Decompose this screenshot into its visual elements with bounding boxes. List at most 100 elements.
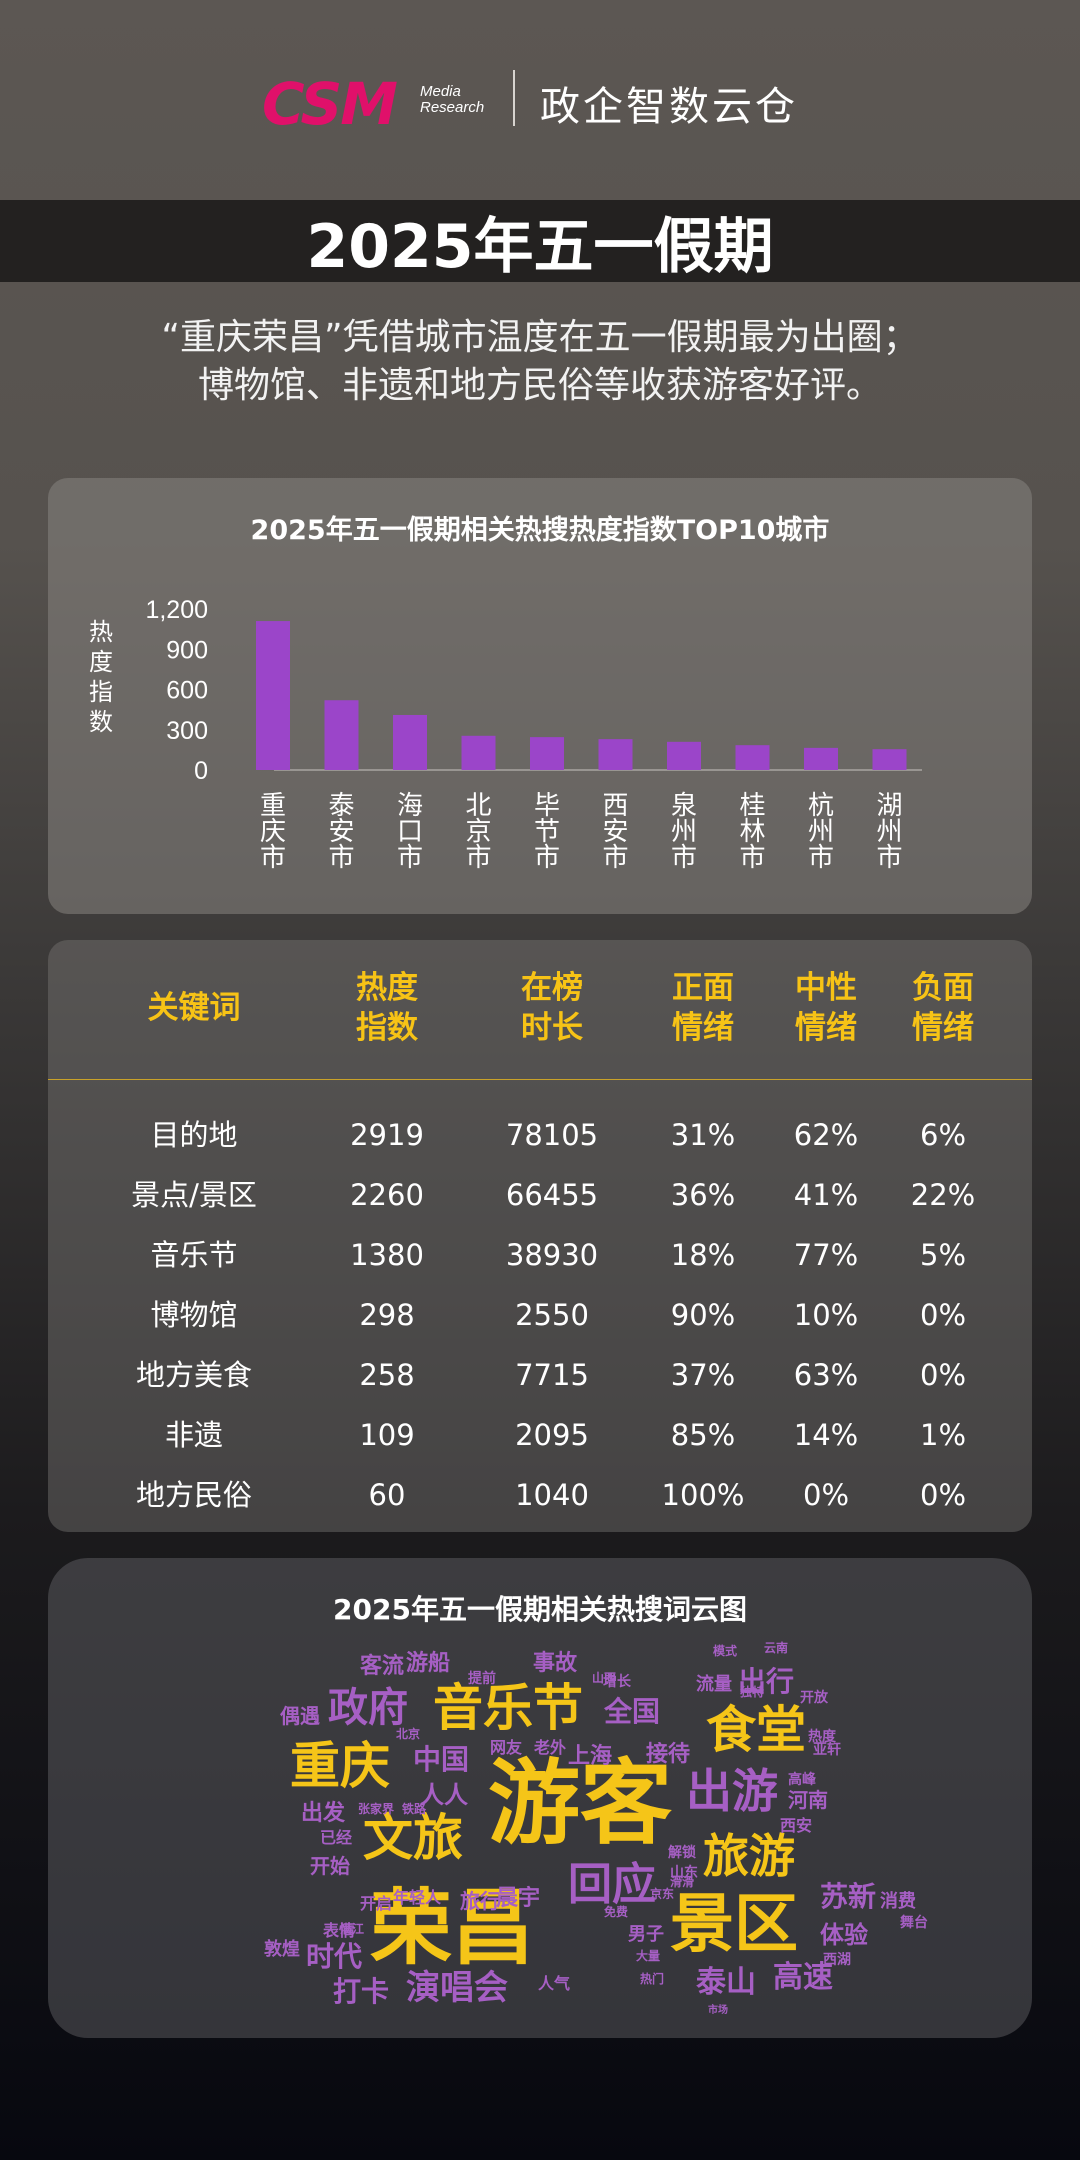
table-cell: 地方民俗 — [135, 1478, 253, 1512]
cloud-word: 山东 — [670, 1865, 698, 1881]
table-cell: 14% — [793, 1418, 859, 1452]
cloud-word: 已经 — [320, 1828, 353, 1847]
x-tick-label-char: 庆 — [260, 817, 286, 847]
bar — [804, 747, 838, 770]
x-tick-label-char: 桂 — [739, 791, 765, 821]
wordcloud: 游客 荣昌 景区 音乐节 重庆 食堂 文旅 旅游 出游 回应 政府 演唱会 泰山 高速 苏新 时代 打卡 全国 中国… — [48, 1558, 1032, 2038]
column-header: 正面 情绪 — [672, 968, 734, 1048]
keyword-table-card: 关键词 热度 指数 在榜 时长 正面 情绪 中性 情绪 负面 情绪 目的地 2919 78105 31% 6… — [48, 940, 1032, 1532]
logo-sub-research: Research — [420, 99, 485, 116]
x-tick-label-char: 州 — [808, 817, 834, 847]
y-tick-label: 300 — [166, 717, 208, 745]
table-cell: 31% — [670, 1118, 736, 1152]
table-cell: 博物馆 — [150, 1298, 238, 1332]
table-cell: 109 — [359, 1418, 415, 1452]
bar — [461, 735, 496, 770]
table-cell: 78105 — [505, 1118, 599, 1152]
cloud-word: 食堂 — [706, 1701, 806, 1759]
table-cell: 41% — [793, 1178, 859, 1212]
table-header: 关键词 热度 指数 在榜 时长 正面 情绪 中性 情绪 负面 情绪 — [48, 940, 1032, 1080]
y-axis-label-char: 度 — [89, 648, 113, 676]
cloud-word: 旅游 — [703, 1829, 795, 1883]
cloud-word: 高峰 — [788, 1772, 816, 1788]
table-cell: 2550 — [515, 1298, 589, 1332]
column-header-line: 在榜 — [521, 970, 583, 1006]
cloud-word: 苏新 — [820, 1880, 877, 1913]
cloud-word: 游客 — [488, 1750, 673, 1857]
cloud-word: 热门 — [640, 1972, 665, 1986]
x-tick-label: 重庆市 — [260, 791, 286, 873]
cloud-word: 京东 — [650, 1887, 675, 1901]
brand-title: 政企智数云仓 — [540, 84, 798, 130]
x-tick-label: 西安市 — [602, 791, 628, 873]
x-tick-label: 杭州市 — [808, 791, 834, 873]
x-tick-label: 湖州市 — [876, 791, 902, 873]
cloud-word: 泰山 — [696, 1965, 756, 2000]
x-tick-label-char: 杭 — [808, 791, 834, 821]
cloud-word: 表情 — [323, 1921, 356, 1940]
y-tick-label: 0 — [194, 757, 208, 785]
column-header: 负面 情绪 — [912, 968, 974, 1048]
x-tick-label: 北京市 — [465, 791, 491, 873]
column-header-line: 正面 — [672, 970, 734, 1006]
table-cell: 37% — [670, 1358, 736, 1392]
cloud-word: 云南 — [764, 1641, 789, 1655]
column-header-line: 关键词 — [147, 990, 241, 1026]
cloud-word: 满江 — [340, 1922, 365, 1936]
table-cell: 60 — [368, 1478, 406, 1512]
bar — [667, 741, 701, 770]
table-cell: 6% — [919, 1118, 967, 1152]
cloud-word: 游船 — [406, 1651, 451, 1676]
x-tick-label: 桂林市 — [739, 791, 765, 873]
x-tick-label-char: 西 — [602, 791, 628, 821]
cloud-word: 体验 — [820, 1921, 868, 1949]
cloud-word: 事故 — [533, 1651, 578, 1676]
table-cell: 1040 — [515, 1478, 589, 1512]
csm-logo-subtitle: Media Research — [420, 84, 484, 116]
cloud-word: 解锁 — [668, 1845, 696, 1861]
y-tick-label: 600 — [166, 677, 208, 705]
table-cell: 85% — [670, 1418, 736, 1452]
chart-card: 2025年五一假期相关热搜热度指数TOP10城市 热度指数 0 300 600 900 1… — [48, 478, 1032, 914]
table-cell: 258 — [359, 1358, 415, 1392]
table-row: 目的地 2919 78105 31% 62% 6% — [48, 1105, 1032, 1165]
table-cell: 2260 — [350, 1178, 424, 1212]
cloud-word: 全国 — [604, 1695, 661, 1728]
x-tick-label-char: 重 — [260, 791, 286, 821]
summary-text: “重庆荣昌”凭借城市温度在五一假期最为出圈； 博物馆、非遗和地方民俗等收获游客好… — [0, 314, 1080, 410]
bar — [393, 714, 427, 770]
column-header-line: 时长 — [521, 1010, 583, 1046]
table-cell: 1380 — [350, 1238, 424, 1272]
column-header: 中性 情绪 — [795, 968, 857, 1048]
y-tick-label: 1,200 — [145, 596, 208, 624]
cloud-word: 上海 — [568, 1744, 613, 1769]
x-tick-label-char: 海 — [397, 791, 423, 821]
cloud-word: 亚轩 — [813, 1742, 841, 1758]
table-cell: 2919 — [350, 1118, 424, 1152]
column-header-line: 情绪 — [912, 1010, 974, 1046]
cloud-word: 重庆 — [290, 1737, 390, 1795]
cloud-word: 男子 — [628, 1924, 664, 1945]
cloud-word: 西安 — [780, 1816, 813, 1835]
cloud-word: 免费 — [604, 1905, 629, 1919]
cloud-word: 荣昌 — [370, 1881, 535, 1976]
x-tick-label-char: 市 — [876, 843, 902, 873]
x-tick-label-char: 州 — [671, 817, 697, 847]
table-cell: 36% — [670, 1178, 736, 1212]
cloud-word: 回应 — [568, 1859, 656, 1910]
x-tick-label-char: 市 — [397, 843, 423, 873]
page-title: 2025年五一假期 — [306, 211, 774, 282]
cloud-word: 开始 — [310, 1854, 350, 1878]
table-cell: 0% — [919, 1358, 967, 1392]
y-axis-label-char: 数 — [89, 708, 113, 736]
table-cell: 地方美食 — [135, 1358, 253, 1392]
cloud-word: 滑滑 — [670, 1875, 695, 1889]
cloud-word: 人人 — [420, 1781, 468, 1809]
cloud-word: 出游 — [686, 1764, 778, 1818]
table-cell: 目的地 — [150, 1118, 238, 1152]
cloud-word: 模式 — [713, 1644, 738, 1658]
cloud-word: 出行 — [738, 1665, 795, 1698]
cloud-word: 年轻人 — [393, 1888, 442, 1907]
column-header: 热度 指数 — [356, 968, 418, 1048]
table-row: 地方美食 258 7715 37% 63% 0% — [48, 1345, 1032, 1405]
